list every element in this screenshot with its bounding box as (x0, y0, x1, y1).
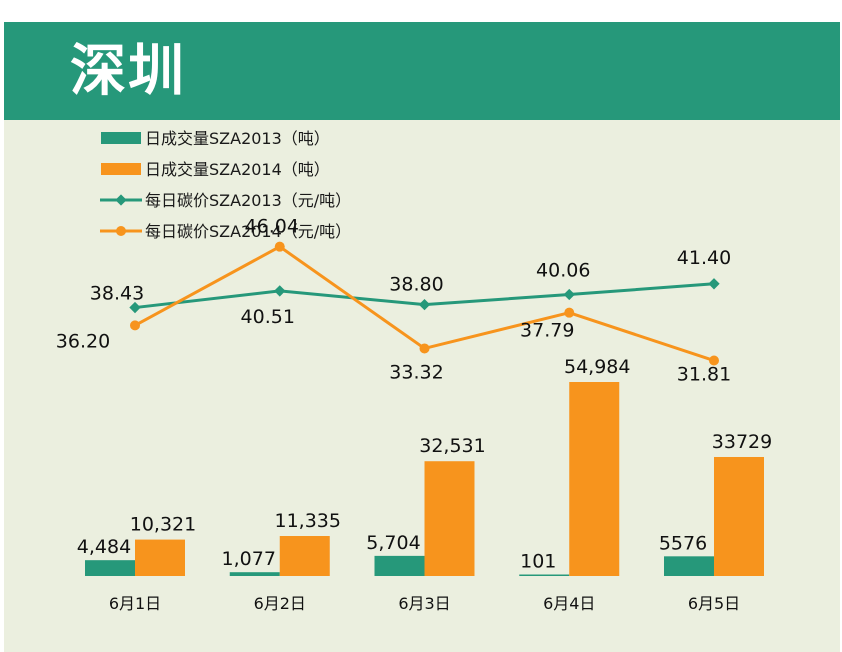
line-label-1-4: 31.81 (677, 364, 731, 386)
title-banner: 深圳 (4, 22, 840, 120)
line-point-0-3 (563, 288, 575, 301)
bar-1-3 (569, 382, 620, 576)
bar-label-0-4: 5576 (659, 532, 707, 554)
line-point-0-2 (418, 298, 431, 311)
line-point-1-3 (564, 307, 575, 318)
line-label-0-4: 41.40 (677, 247, 731, 269)
line-label-0-0: 38.43 (90, 283, 144, 305)
bar-0-2 (374, 555, 425, 576)
bar-label-1-0: 10,321 (130, 514, 196, 536)
bar-label-0-2: 5,704 (366, 532, 420, 554)
page-title: 深圳 (70, 39, 186, 104)
line-label-1-1: 46.04 (245, 216, 299, 238)
line-point-0-1 (274, 285, 286, 297)
line-point-1-1 (274, 241, 285, 252)
legend-label-0: 日成交量SZA2013（吨） (145, 129, 330, 148)
chart: 日成交量SZA2013（吨） 日成交量SZA2014（吨） 每日碳价SZA2013（… (56, 129, 772, 613)
bar-label-0-0: 4,484 (77, 536, 131, 558)
line-label-1-2: 33.32 (389, 361, 443, 383)
line-label-0-1: 40.51 (241, 306, 295, 328)
line-label-0-2: 38.80 (389, 274, 443, 296)
bar-label-0-3: 101 (520, 551, 556, 573)
bar-label-1-1: 11,335 (275, 510, 341, 532)
category-label-1: 6月2日 (254, 594, 306, 613)
line-label-0-3: 40.06 (536, 260, 590, 282)
legend-marker-3 (116, 226, 126, 236)
line-label-1-3: 37.79 (520, 320, 574, 342)
line-point-1-4 (709, 355, 719, 366)
bar-1-1 (279, 536, 330, 576)
bar-0-3 (519, 574, 570, 576)
category-label-0: 6月1日 (109, 594, 161, 613)
legend-marker-2 (115, 194, 127, 206)
bar-label-1-4: 33729 (712, 431, 772, 453)
bar-label-1-3: 54,984 (564, 356, 630, 378)
line-point-1-0 (130, 320, 140, 331)
category-label-4: 6月5日 (688, 594, 740, 613)
category-label-2: 6月3日 (398, 594, 450, 613)
bar-0-1 (229, 572, 280, 576)
legend-label-1: 日成交量SZA2014（吨） (145, 160, 330, 179)
bar-0-4 (664, 556, 714, 576)
legend-label-3: 每日碳价SZA2014（元/吨） (145, 222, 351, 241)
bar-1-4 (714, 456, 764, 576)
line-point-1-2 (419, 343, 430, 354)
line-label-1-0: 36.20 (56, 330, 110, 352)
bar-1-2 (424, 461, 475, 576)
line-point-0-4 (708, 278, 720, 290)
legend-label-2: 每日碳价SZA2013（元/吨） (145, 191, 351, 210)
legend-swatch-1 (101, 163, 141, 175)
category-label-3: 6月4日 (543, 594, 595, 613)
bar-0-0 (85, 560, 135, 576)
bar-1-0 (135, 539, 185, 576)
bar-label-1-2: 32,531 (419, 435, 485, 457)
chart-panel: 深圳 日成交量SZA2013（吨） 日成交量SZA2014（吨） 每日碳价SZA20… (4, 22, 840, 652)
legend-swatch-0 (101, 132, 141, 144)
bar-label-0-1: 1,077 (222, 548, 276, 570)
